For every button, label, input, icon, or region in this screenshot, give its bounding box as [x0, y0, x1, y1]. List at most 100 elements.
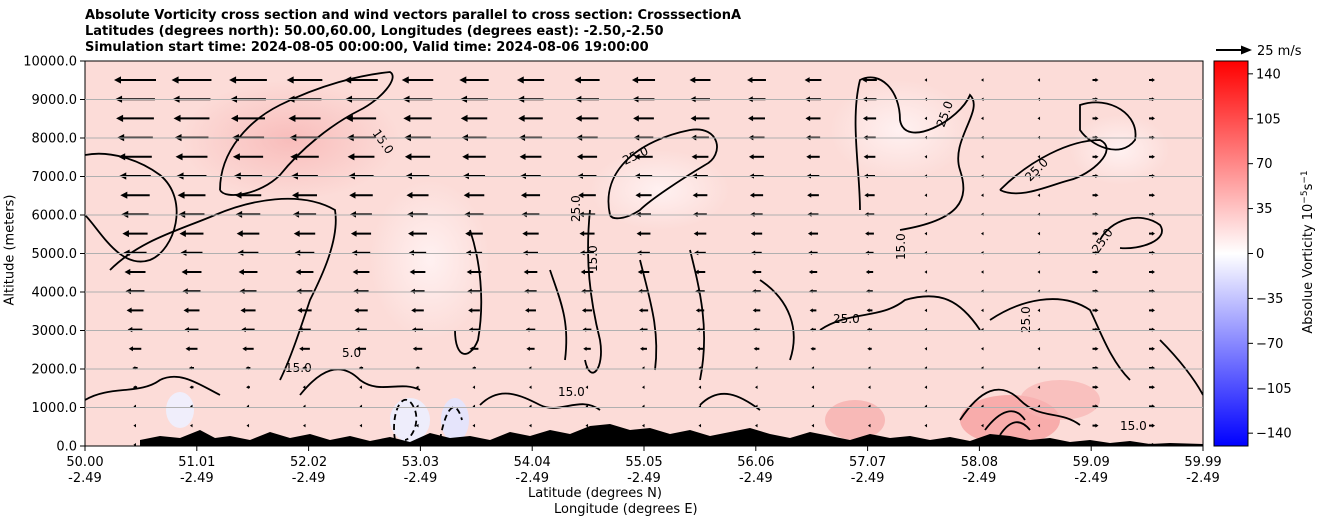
- wind-arrow: [751, 269, 762, 275]
- wind-arrow: [297, 307, 312, 314]
- colorbar: [1213, 60, 1249, 447]
- wind-arrow: [1206, 328, 1212, 332]
- wind-arrow: [462, 153, 486, 161]
- wind-arrow: [811, 385, 815, 389]
- wind-arrow: [465, 250, 483, 256]
- wind-arrow: [807, 192, 819, 198]
- wind-arrow: [299, 346, 310, 352]
- wind-arrow: [347, 153, 375, 161]
- wind-arrow: [864, 192, 875, 198]
- wind-arrow: [642, 385, 645, 389]
- colorbar-ticks: −140 −105 −70 −35 0 35 70 105 140: [1248, 67, 1292, 442]
- wind-arrow: [288, 114, 321, 122]
- wind-arrow: [293, 230, 316, 237]
- wind-arrow: [1092, 78, 1099, 82]
- contour-label: 15.0: [894, 233, 908, 260]
- wind-arrow: [403, 114, 432, 122]
- wind-arrow: [529, 385, 532, 389]
- x-tick-label-lat: 56.06: [737, 455, 774, 470]
- wind-arrow: [238, 268, 258, 276]
- wind-arrow: [924, 231, 928, 236]
- wind-arrow: [1206, 136, 1212, 140]
- x-tick-label-lat: 58.08: [961, 455, 998, 470]
- wind-arrow: [578, 192, 596, 199]
- wind-arrow: [1206, 270, 1212, 274]
- contour-label: 15.0: [285, 361, 312, 375]
- wind-arrow: [239, 288, 257, 295]
- wind-arrow: [190, 423, 193, 428]
- wind-arrow: [230, 114, 266, 122]
- wind-arrow: [981, 308, 984, 313]
- wind-arrow: [525, 308, 536, 313]
- colorbar-label: Absolue Vorticity 10−5s−1: [1299, 170, 1317, 334]
- wind-arrow: [753, 346, 760, 351]
- wind-arrow: [583, 346, 591, 351]
- wind-arrow: [1206, 78, 1212, 82]
- wind-arrow: [355, 346, 367, 352]
- wind-arrow: [747, 76, 766, 84]
- wind-arrow: [924, 270, 928, 274]
- wind-arrow: [578, 211, 596, 218]
- wind-arrow: [575, 115, 599, 122]
- wind-arrow: [415, 385, 419, 389]
- wind-key-arrow: [1216, 45, 1252, 55]
- wind-arrow: [698, 423, 702, 428]
- wind-arrow: [1206, 404, 1212, 408]
- contour-label: 15.0: [558, 385, 585, 399]
- wind-arrow: [696, 346, 704, 351]
- wind-arrow: [408, 230, 427, 237]
- wind-arrow: [1092, 346, 1099, 351]
- wind-arrow: [235, 210, 261, 218]
- wind-arrow: [924, 308, 928, 313]
- wind-arrow: [692, 192, 708, 198]
- wind-arrow: [1149, 154, 1155, 159]
- colorbar-tick-label: 70: [1256, 157, 1273, 172]
- colorbar-tick-label: 35: [1256, 202, 1273, 217]
- wind-arrow: [122, 230, 148, 238]
- x-tick-label-lat: 51.01: [178, 455, 215, 470]
- wind-key-label: 25 m/s: [1257, 44, 1302, 59]
- x-tick-label-lat: 53.03: [402, 455, 439, 470]
- wind-arrow: [232, 153, 264, 161]
- wind-arrow: [463, 192, 485, 199]
- wind-arrow: [408, 249, 427, 256]
- wind-arrow: [1206, 385, 1212, 389]
- wind-arrow: [924, 155, 928, 159]
- wind-arrow: [460, 114, 488, 122]
- wind-arrow: [522, 250, 539, 256]
- wind-arrow: [808, 269, 818, 275]
- wind-arrow: [178, 210, 205, 218]
- x-tick-label-lat: 59.09: [1073, 455, 1110, 470]
- wind-arrow: [755, 385, 758, 389]
- wind-arrow: [810, 346, 816, 351]
- wind-arrow: [752, 308, 761, 313]
- x-tick-label-lat: 59.99: [1184, 455, 1221, 470]
- wind-arrow: [359, 385, 362, 389]
- colorbar-tick-label: −140: [1256, 427, 1292, 442]
- colorbar-tick-label: −35: [1256, 292, 1283, 307]
- contour-label: 25.0: [569, 195, 583, 222]
- x-tick-label-lat: 50.00: [66, 455, 103, 470]
- y-tick-label: 2000.0: [32, 363, 78, 378]
- colorbar-tick-label: −70: [1256, 337, 1283, 352]
- wind-arrow: [804, 77, 822, 83]
- wind-arrow: [246, 385, 250, 390]
- wind-arrow: [640, 346, 647, 351]
- wind-arrow: [636, 230, 651, 237]
- wind-arrow: [1037, 347, 1041, 351]
- wind-arrow: [635, 192, 652, 198]
- wind-arrow: [693, 211, 707, 217]
- wind-arrow: [123, 249, 147, 257]
- wind-arrow: [1149, 270, 1155, 274]
- wind-arrow: [472, 423, 476, 428]
- wind-arrow: [638, 308, 649, 313]
- wind-arrow: [689, 76, 711, 84]
- wind-arrow: [579, 230, 595, 237]
- wind-arrow: [294, 249, 315, 256]
- wind-arrow: [811, 423, 815, 428]
- wind-arrow: [126, 307, 144, 314]
- wind-arrow: [132, 385, 138, 390]
- wind-arrow: [459, 76, 489, 84]
- wind-arrow: [124, 268, 146, 276]
